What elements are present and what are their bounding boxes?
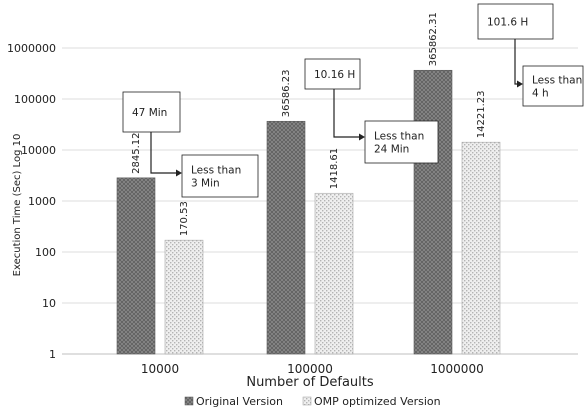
callout-box (364, 120, 439, 164)
bar-omp-optimized-version (164, 239, 204, 355)
bar-original-version (413, 69, 453, 355)
bar-value-label: 170.53 (179, 201, 190, 236)
arrowhead-icon (176, 169, 182, 177)
data-labels: 2845.12 170.53 36586.23 1418.61 365862.31 142… (131, 12, 487, 236)
callout-text: 10.16 H (314, 69, 355, 81)
y-tick-label: 100000 (14, 93, 56, 106)
callout-text: 47 Min (132, 107, 167, 119)
callout-text: Less than (374, 131, 424, 143)
y-axis-title: Execution Time (Sec) Log 10 (12, 134, 23, 277)
x-axis-categories: 10000 100000 1000000 (141, 362, 484, 376)
y-tick-label: 1 (49, 348, 56, 361)
x-category-label: 1000000 (430, 362, 483, 376)
callout-text: 24 Min (374, 144, 409, 156)
callout-text: Less than (532, 75, 582, 87)
callout-text: 4 h (532, 88, 549, 100)
bar-value-label: 2845.12 (131, 132, 142, 173)
x-category-label: 100000 (287, 362, 333, 376)
bar-original-version (266, 120, 306, 355)
callout-text: Less than (191, 165, 241, 177)
x-category-label: 10000 (141, 362, 179, 376)
callout-arrow (150, 132, 177, 174)
y-tick-label: 10 (42, 297, 56, 310)
callout-original-time: 10.16 H (304, 58, 361, 90)
callout-box (477, 3, 554, 40)
arrowhead-icon (359, 133, 365, 141)
legend-swatch-omp (302, 396, 312, 406)
bar-value-label: 36586.23 (281, 70, 292, 118)
bar-omp-optimized-version (461, 141, 501, 355)
x-axis-title: Number of Defaults (246, 375, 374, 390)
bar-original-version (116, 177, 156, 355)
y-tick-label: 1000000 (7, 42, 56, 55)
y-axis-ticks: 1 10 100 1000 10000 100000 1000000 (7, 42, 56, 361)
bar-value-label: 14221.23 (476, 90, 487, 138)
legend-swatch-original (184, 396, 194, 406)
callout-box (522, 65, 584, 107)
callout-arrow (333, 89, 360, 138)
y-tick-label: 100 (35, 246, 56, 259)
bar-value-label: 365862.31 (428, 12, 439, 66)
callout-text: 101.6 H (487, 17, 528, 29)
callout-box (304, 58, 361, 90)
callout-original-time: 47 Min (122, 91, 181, 133)
callout-arrow (514, 39, 518, 85)
bars (116, 69, 501, 355)
arrowhead-icon (517, 80, 523, 88)
callout-original-time: 101.6 H (477, 3, 554, 40)
callout-text: 3 Min (191, 178, 220, 190)
legend-label-original: Original Version (196, 395, 283, 408)
y-tick-label: 1000 (28, 195, 56, 208)
legend-label-omp: OMP optimized Version (314, 395, 441, 408)
legend: Original Version OMP optimized Version (184, 395, 441, 408)
y-tick-label: 10000 (21, 144, 56, 157)
bar-omp-optimized-version (314, 192, 354, 355)
bar-value-label: 1418.61 (329, 148, 340, 189)
callout-box (122, 91, 181, 133)
callout-box (181, 154, 259, 198)
